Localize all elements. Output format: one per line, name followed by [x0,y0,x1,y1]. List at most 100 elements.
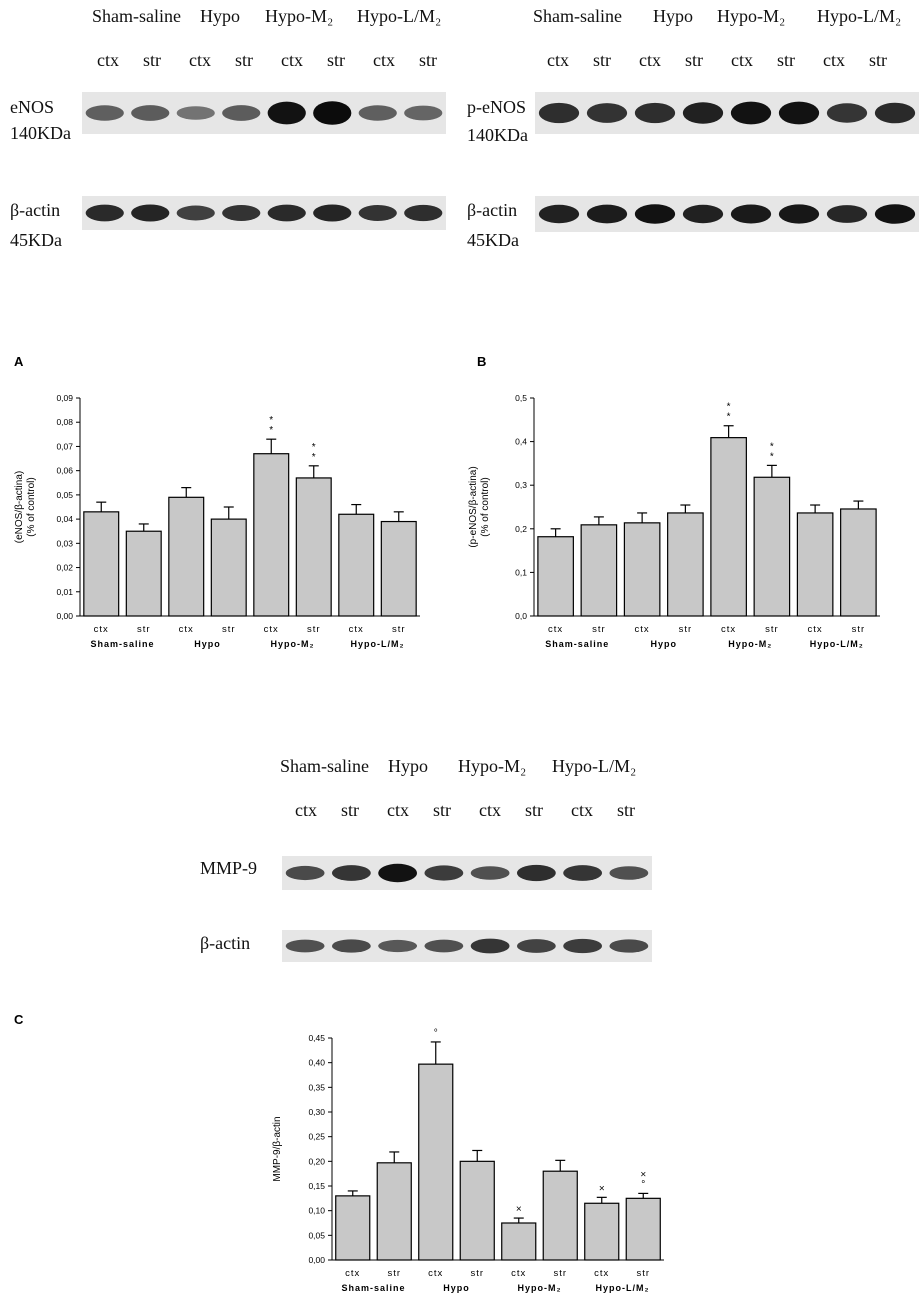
significance-marker: * [312,452,316,463]
bar [580,524,618,617]
x-tick-label: ctx [345,1268,360,1279]
x-tick-label: str [636,1268,650,1279]
blot-band [563,938,603,954]
x-tick-label: ctx [594,1268,609,1279]
x-group-label: Hypo [194,639,221,649]
blot-band [609,866,649,880]
blot-mmp9-actin-name: β-actin [200,933,251,953]
y-tick-label: 0,00 [56,611,73,621]
x-tick-label: ctx [635,624,650,635]
blot-strip [535,196,919,232]
y-tick-label: 0,10 [308,1206,325,1216]
blot-penos: Sham-saline Hypo Hypo-M₂ Hypo-L/M₂ ctx st… [465,0,924,270]
blot-band [778,204,820,224]
bar [623,522,661,617]
y-tick-label: 0,35 [308,1082,325,1092]
bar [295,477,332,617]
y-tick-label: 0,3 [515,480,527,490]
y-tick-label: 0,06 [56,466,73,476]
y-tick-label: 0,1 [515,567,527,577]
x-tick-label: str [765,624,779,635]
x-tick-label: ctx [94,624,109,635]
y-tick-label: 0,09 [56,393,73,403]
blot-band [285,865,325,881]
lane-label: ctx [189,50,211,70]
blot-mmp9-group-hypo-m2: Hypo-M₂ [458,756,527,776]
chart-c: 0,00 0,05 0,10 0,15 0,20 0,25 0,30 0,35 0,40 0,45… [272,1028,664,1293]
y-tick-label: 0,0 [515,611,527,621]
blot-enos: Sham-saline Hypo Hypo-M₂ Hypo-L/M₂ ctx st… [0,0,460,270]
x-group-label: Hypo-M₂ [271,639,315,649]
x-group-label: Sham-saline [341,1283,405,1293]
y-tick-label: 0,4 [515,437,527,447]
bar [168,496,205,617]
lane-label: str [685,50,703,70]
bar [83,511,120,617]
blot-band [424,865,464,881]
blot-band [85,204,124,222]
blot-band [586,204,628,224]
blot-mmp9-group-hypo: Hypo [388,756,428,776]
blot-penos-row-mw: 140KDa [467,125,528,145]
blot-strip [282,856,652,890]
y-tick-label: 0,01 [56,587,73,597]
bar [380,520,417,617]
x-tick-label: str [137,624,151,635]
x-tick-label: str [392,624,406,635]
x-tick-label: ctx [548,624,563,635]
x-tick-label: str [679,624,693,635]
blot-band [378,939,418,953]
y-tick-label: 0,25 [308,1132,325,1142]
blot-band [563,865,603,881]
y-tick-label: 0,04 [56,514,73,524]
bar [840,508,877,617]
bar [125,530,162,617]
blot-penos-actin-name: β-actin [467,200,518,220]
blot-band [176,205,215,221]
blot-band [730,204,772,224]
x-group-label: Hypo-M₂ [728,639,772,649]
lane-label: str [869,50,887,70]
blot-band [826,103,868,123]
lane-label: str [143,50,161,70]
lane-label: str [327,50,345,70]
significance-marker: * [269,415,273,426]
blot-penos-group-hypo-lm2: Hypo-L/M₂ [817,6,902,26]
lane-label: ctx [97,50,119,70]
blot-band [634,102,676,124]
blot-band [778,101,820,125]
blot-band [131,204,170,222]
blot-band [267,204,306,222]
lane-label: ctx [823,50,845,70]
blot-penos-group-sham: Sham-saline [533,6,622,26]
x-tick-label: ctx [808,624,823,635]
lane-label: ctx [571,800,593,820]
x-tick-label: ctx [349,624,364,635]
lane-label: str [617,800,635,820]
bar [418,1063,454,1261]
y-axis-label: (p-eNOS/β-actina) [468,466,479,547]
blot-strip [282,930,652,962]
y-tick-label: 0,30 [308,1107,325,1117]
blot-penos-group-hypo: Hypo [653,6,693,26]
blot-mmp9-group-hypo-lm2: Hypo-L/M₂ [552,756,637,776]
blot-band [586,103,628,123]
lane-label: str [777,50,795,70]
y-tick-label: 0,00 [308,1255,325,1265]
blot-band [331,939,371,953]
bar [210,518,247,617]
significance-marker: × [599,1183,605,1194]
lane-label: ctx [479,800,501,820]
x-tick-label: ctx [264,624,279,635]
y-tick-label: 0,05 [308,1230,325,1240]
x-group-label: Hypo-L/M₂ [810,639,864,649]
blot-band [404,204,443,222]
x-group-label: Hypo-L/M₂ [351,639,405,649]
bar [537,536,574,617]
blot-band [874,204,916,224]
lane-label: str [235,50,253,70]
bar [501,1222,537,1261]
x-tick-label: str [553,1268,567,1279]
significance-marker: * [727,412,731,423]
blot-mmp9-group-sham: Sham-saline [280,756,369,776]
